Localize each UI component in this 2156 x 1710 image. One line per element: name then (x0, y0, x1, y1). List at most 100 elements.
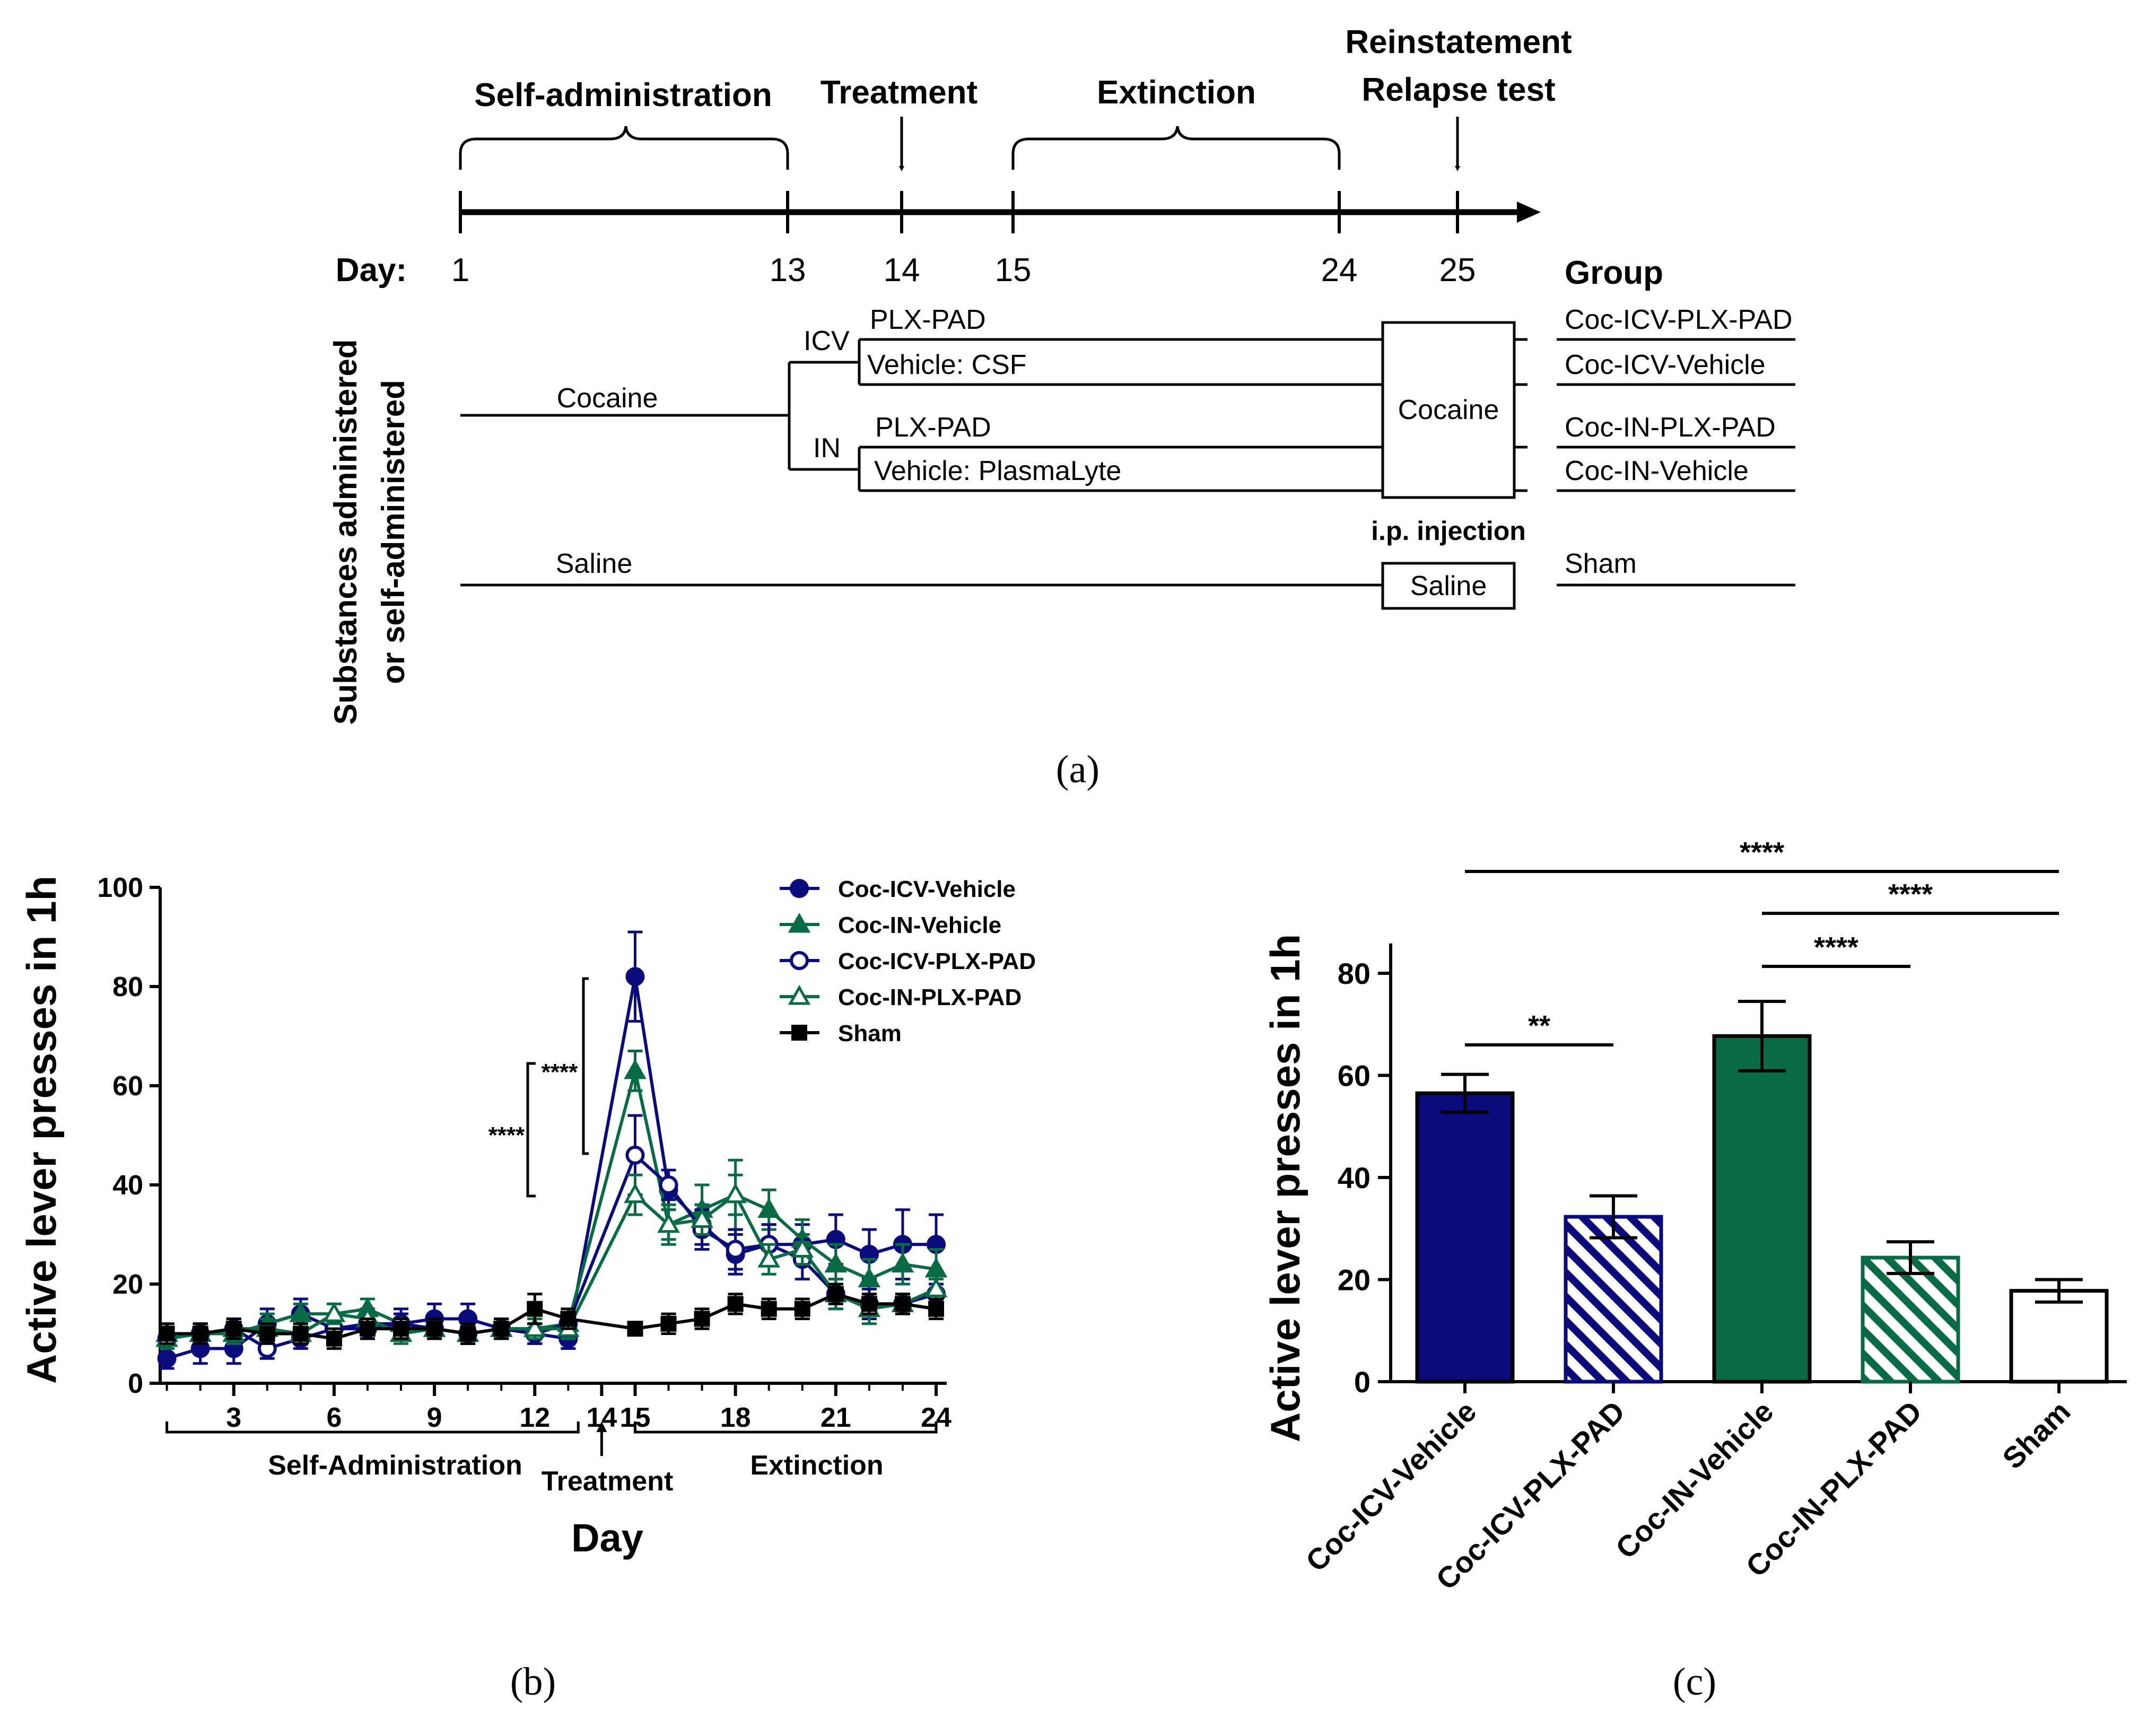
plx-pad-icv-label: PLX-PAD (870, 304, 986, 335)
data-point (827, 1286, 844, 1302)
data-point (359, 1321, 376, 1337)
phase-treatment: Treatment (820, 74, 977, 111)
panel-b-label: (b) (510, 1660, 556, 1704)
bar-coc-icv-vehicle (1415, 1091, 1515, 1384)
line-chart-y-tick-label: 0 (128, 1368, 143, 1399)
day-1: 1 (451, 252, 469, 289)
data-point (858, 1267, 881, 1288)
data-point (493, 1321, 510, 1337)
data-point (891, 1252, 914, 1273)
data-point (794, 1301, 810, 1317)
significance-label-1: **** (488, 1122, 525, 1148)
data-point (225, 1321, 242, 1337)
data-point (924, 1257, 948, 1278)
group-coc-icv-vehicle: Coc-ICV-Vehicle (1565, 350, 1766, 380)
phase-reinstatement: Reinstatement (1345, 24, 1572, 60)
bar-chart-bars: Coc-ICV-VehicleCoc-ICV-PLX-PADCoc-IN-Veh… (1299, 999, 2109, 1596)
data-point (625, 967, 645, 987)
saline-label: Saline (556, 548, 633, 579)
plx-pad-in-label: PLX-PAD (875, 412, 991, 443)
cocaine-box (1381, 321, 1516, 499)
line-chart-legend: Coc-ICV-Vehicle Coc-IN-Vehicle Coc-ICV-PLX… (780, 876, 1036, 1046)
data-point (259, 1325, 275, 1342)
side-label-line1: Substances administered (328, 339, 363, 725)
side-label-line2: or self-administered (376, 380, 411, 684)
group-coc-in-plx-pad: Coc-IN-PLX-PAD (1565, 412, 1776, 443)
panel-a-timeline: Self-administration Treatment Extinction… (328, 24, 1795, 791)
data-point (560, 1311, 577, 1327)
data-point (292, 1325, 309, 1342)
line-chart-x-tick-label: 6 (326, 1402, 342, 1433)
comparison-label: **** (1740, 836, 1784, 868)
brace-extinction (1011, 126, 1341, 170)
phase-label-self-administration: Self-Administration (268, 1450, 522, 1481)
panel-c-bar-chart: 0 20 40 60 80 Coc-ICV-VehicleCoc-ICV-PLX-PAD… (1262, 836, 2127, 1704)
data-point (322, 1302, 346, 1322)
data-point (460, 1325, 476, 1342)
saline-box-label: Saline (1410, 571, 1487, 601)
data-point (924, 1277, 948, 1297)
data-point (624, 1059, 647, 1079)
line-chart-y-tick-label: 20 (112, 1269, 143, 1300)
data-point (624, 1183, 647, 1203)
data-point (761, 1301, 777, 1317)
vehicle-csf-label: Vehicle: CSF (867, 350, 1027, 380)
timeline-ticks (459, 191, 1459, 233)
data-point (393, 1321, 409, 1337)
branch-lines (460, 338, 1795, 587)
bar-chart-y-tick-label: 60 (1338, 1059, 1371, 1093)
panel-c-label: (c) (1673, 1660, 1716, 1704)
phase-label-extinction: Extinction (750, 1450, 883, 1481)
bar-chart-y-label: Active lever presses in 1h (1262, 934, 1308, 1442)
data-point (627, 1321, 643, 1337)
bar-chart-y-tick-label: 40 (1338, 1161, 1371, 1194)
line-chart-x-tick-label: 21 (820, 1402, 851, 1433)
data-point (791, 1237, 814, 1258)
legend-marker (788, 984, 811, 1005)
bar-coc-icv-plx-pad (1564, 1215, 1663, 1384)
group-sham: Sham (1565, 548, 1637, 579)
group-coc-in-vehicle: Coc-IN-Vehicle (1565, 456, 1749, 486)
data-point (657, 1212, 680, 1233)
day-13: 13 (770, 252, 806, 289)
cocaine-label: Cocaine (557, 383, 658, 414)
line-chart-series (155, 930, 948, 1370)
series-sham (159, 1282, 944, 1350)
data-point (757, 1198, 780, 1218)
data-point (757, 1247, 780, 1268)
data-point (659, 1175, 678, 1194)
day-25: 25 (1439, 252, 1476, 289)
data-point (861, 1296, 877, 1312)
panel-a-label: (a) (1056, 748, 1099, 791)
significance-bracket-1 (526, 1062, 536, 1198)
legend-marker (791, 1025, 807, 1041)
legend-label: Sham (838, 1020, 902, 1046)
line-chart-y-label: Active lever presses in 1h (18, 876, 65, 1384)
day-24: 24 (1321, 252, 1358, 289)
legend-marker (790, 951, 809, 970)
ip-injection-label: i.p. injection (1371, 516, 1526, 546)
data-point (523, 1317, 546, 1337)
data-point (159, 1325, 175, 1342)
bar-chart-y-tick-label: 80 (1338, 957, 1371, 990)
bar-chart-y-tick-label: 0 (1354, 1365, 1371, 1399)
phase-self-administration: Self-administration (474, 77, 772, 114)
group-header: Group (1565, 255, 1663, 291)
phase-extinction: Extinction (1097, 74, 1256, 111)
data-point (289, 1302, 312, 1322)
data-point (527, 1301, 543, 1317)
bracket-extinction (633, 1421, 938, 1434)
bar-coc-in-plx-pad (1861, 1255, 1960, 1384)
data-point (727, 1296, 744, 1312)
bar-category-label: Sham (1996, 1394, 2076, 1475)
bar-category-label: Coc-IN-Vehicle (1609, 1394, 1780, 1565)
legend-label: Coc-IN-Vehicle (838, 912, 1001, 938)
timeline-arrowhead (1517, 202, 1541, 223)
data-point (894, 1296, 911, 1312)
data-point (726, 1240, 745, 1259)
legend-label: Coc-ICV-PLX-PAD (838, 948, 1036, 974)
comparison-label: ** (1528, 1010, 1550, 1042)
